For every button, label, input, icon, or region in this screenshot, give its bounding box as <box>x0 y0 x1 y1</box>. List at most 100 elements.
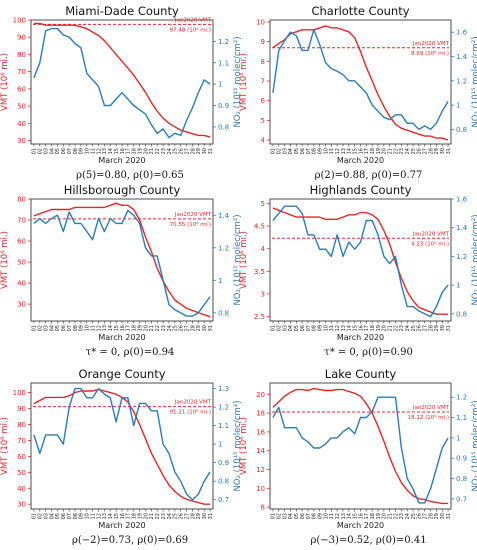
x-tick-label: 11 <box>90 513 96 519</box>
x-tick-label: 20 <box>382 148 388 154</box>
y-left-tick-label: 8 <box>261 58 265 66</box>
jan2020-value-label: 97.48 (10⁶ mi.) <box>170 26 211 33</box>
y-left-tick-label: 14 <box>256 447 265 455</box>
x-tick-label: 19 <box>376 513 382 519</box>
jan2020-unit: (10⁶ mi.) <box>185 409 211 416</box>
x-tick-label: 07 <box>306 148 312 154</box>
vmt-line <box>33 202 211 318</box>
x-tick-label: 22 <box>393 513 399 519</box>
x-tick-label: 25 <box>173 148 179 154</box>
x-tick-label: 30 <box>202 325 208 331</box>
y-left-axis-label: VMT (10⁶ mi.) <box>239 417 249 475</box>
x-tick-label: 13 <box>341 325 347 331</box>
vmt-line <box>272 207 449 315</box>
x-tick-label: 05 <box>294 148 300 154</box>
x-tick-label: 18 <box>370 325 376 331</box>
x-tick-label: 04 <box>49 325 55 331</box>
y-right-tick-label: 1.1 <box>218 422 229 430</box>
x-tick-label: 09 <box>79 148 85 154</box>
x-tick-label: 14 <box>347 325 353 331</box>
x-tick-label: 09 <box>317 148 323 154</box>
x-tick-label: 28 <box>428 148 434 154</box>
vmt-line <box>272 25 449 141</box>
y-left-tick-label: 5 <box>261 200 265 208</box>
jan2020-label: Jan2020 VMT <box>174 212 212 218</box>
y-left-tick-label: 80 <box>17 51 26 59</box>
chart-title: Highlands County <box>310 183 412 197</box>
chart-panel: Hillsborough County 30 40 50 60 70 80 0.8 1 1.2 1.… <box>0 183 243 358</box>
x-tick-label: 24 <box>405 325 411 331</box>
x-tick-label: 18 <box>370 513 376 519</box>
y-left-tick-label: 4 <box>261 245 266 253</box>
x-tick-label: 28 <box>428 325 434 331</box>
y-right-tick-label: 1.4 <box>218 212 230 220</box>
x-tick-label: 07 <box>67 513 73 519</box>
y-left-tick-label: 90 <box>17 405 26 413</box>
y-right-tick-label: 1.2 <box>456 394 467 402</box>
x-tick-label: 10 <box>323 148 329 154</box>
plot-frame <box>269 382 452 510</box>
chart-panel: Miami-Dade County 30 40 50 60 70 80 90 100 0.8 0.9… <box>0 4 243 181</box>
x-tick-label: 08 <box>312 325 318 331</box>
x-tick-label: 31 <box>208 513 214 519</box>
x-tick-label: 17 <box>126 148 132 154</box>
x-tick-label: 19 <box>137 325 143 331</box>
correlation-caption: ρ(5)=0.80, ρ(0)=0.65 <box>76 170 184 181</box>
x-tick-label: 11 <box>90 148 96 154</box>
x-tick-label: 01 <box>271 148 277 154</box>
x-tick-label: 23 <box>399 148 405 154</box>
x-axis-label: March 2020 <box>337 521 384 530</box>
x-tick-label: 15 <box>114 325 120 331</box>
x-tick-label: 03 <box>43 148 49 154</box>
y-left-axis-label: VMT (10⁶ mi.) <box>0 231 10 289</box>
x-tick-label: 18 <box>132 325 138 331</box>
x-tick-label: 23 <box>161 513 167 519</box>
x-tick-label: 07 <box>306 325 312 331</box>
y-right-tick-label: 1.2 <box>218 404 229 412</box>
y-right-axis-label: NO₂ (10¹⁵ molec/cm²) <box>233 36 243 127</box>
x-tick-label: 18 <box>370 148 376 154</box>
x-tick-label: 03 <box>43 325 49 331</box>
y-right-tick-label: 1 <box>218 441 222 449</box>
jan2020-value: 70.55 <box>170 222 186 228</box>
x-tick-label: 12 <box>96 513 102 519</box>
x-tick-label: 01 <box>32 325 38 331</box>
x-tick-label: 25 <box>411 513 417 519</box>
no2-line <box>33 209 211 317</box>
y-left-tick-label: 40 <box>17 280 26 288</box>
y-left-tick-label: 16 <box>256 428 265 436</box>
y-right-tick-label: 0.9 <box>456 455 467 463</box>
x-tick-label: 03 <box>43 513 49 519</box>
y-right-axis-label: NO₂ (10¹⁵ molec/cm²) <box>233 214 243 305</box>
y-right-tick-label: 1 <box>218 81 222 89</box>
x-tick-label: 24 <box>405 513 411 519</box>
x-tick-label: 06 <box>61 325 67 331</box>
jan2020-value: 91.21 <box>170 410 186 416</box>
y-right-tick-label: 1.2 <box>456 253 467 261</box>
y-left-tick-label: 60 <box>17 238 26 246</box>
jan2020-value-label: 4.23 (10⁶ mi.) <box>411 240 449 247</box>
x-tick-label: 28 <box>428 513 434 519</box>
y-right-tick-label: 1.2 <box>456 77 467 85</box>
x-tick-label: 13 <box>102 325 108 331</box>
x-tick-label: 26 <box>179 325 185 331</box>
chart-title: Miami-Dade County <box>65 4 179 18</box>
no2-line <box>272 205 449 318</box>
x-tick-label: 13 <box>341 513 347 519</box>
vmt-line <box>33 22 211 138</box>
x-tick-label: 21 <box>149 325 155 331</box>
y-left-tick-label: 10 <box>256 485 265 493</box>
jan2020-label: Jan2020 VMT <box>174 400 212 406</box>
jan2020-unit: (10⁶ mi.) <box>423 240 449 247</box>
y-right-tick-label: 0.7 <box>456 495 467 503</box>
x-tick-label: 24 <box>167 325 173 331</box>
y-right-tick-label: 0.8 <box>218 123 229 131</box>
x-tick-label: 29 <box>434 513 440 519</box>
x-axis-label: March 2020 <box>337 156 384 165</box>
x-tick-label: 22 <box>155 325 161 331</box>
y-left-tick-label: 60 <box>17 453 26 461</box>
y-right-tick-label: 1.2 <box>218 38 229 46</box>
x-tick-label: 08 <box>312 148 318 154</box>
x-tick-label: 19 <box>137 513 143 519</box>
x-tick-label: 05 <box>55 148 61 154</box>
